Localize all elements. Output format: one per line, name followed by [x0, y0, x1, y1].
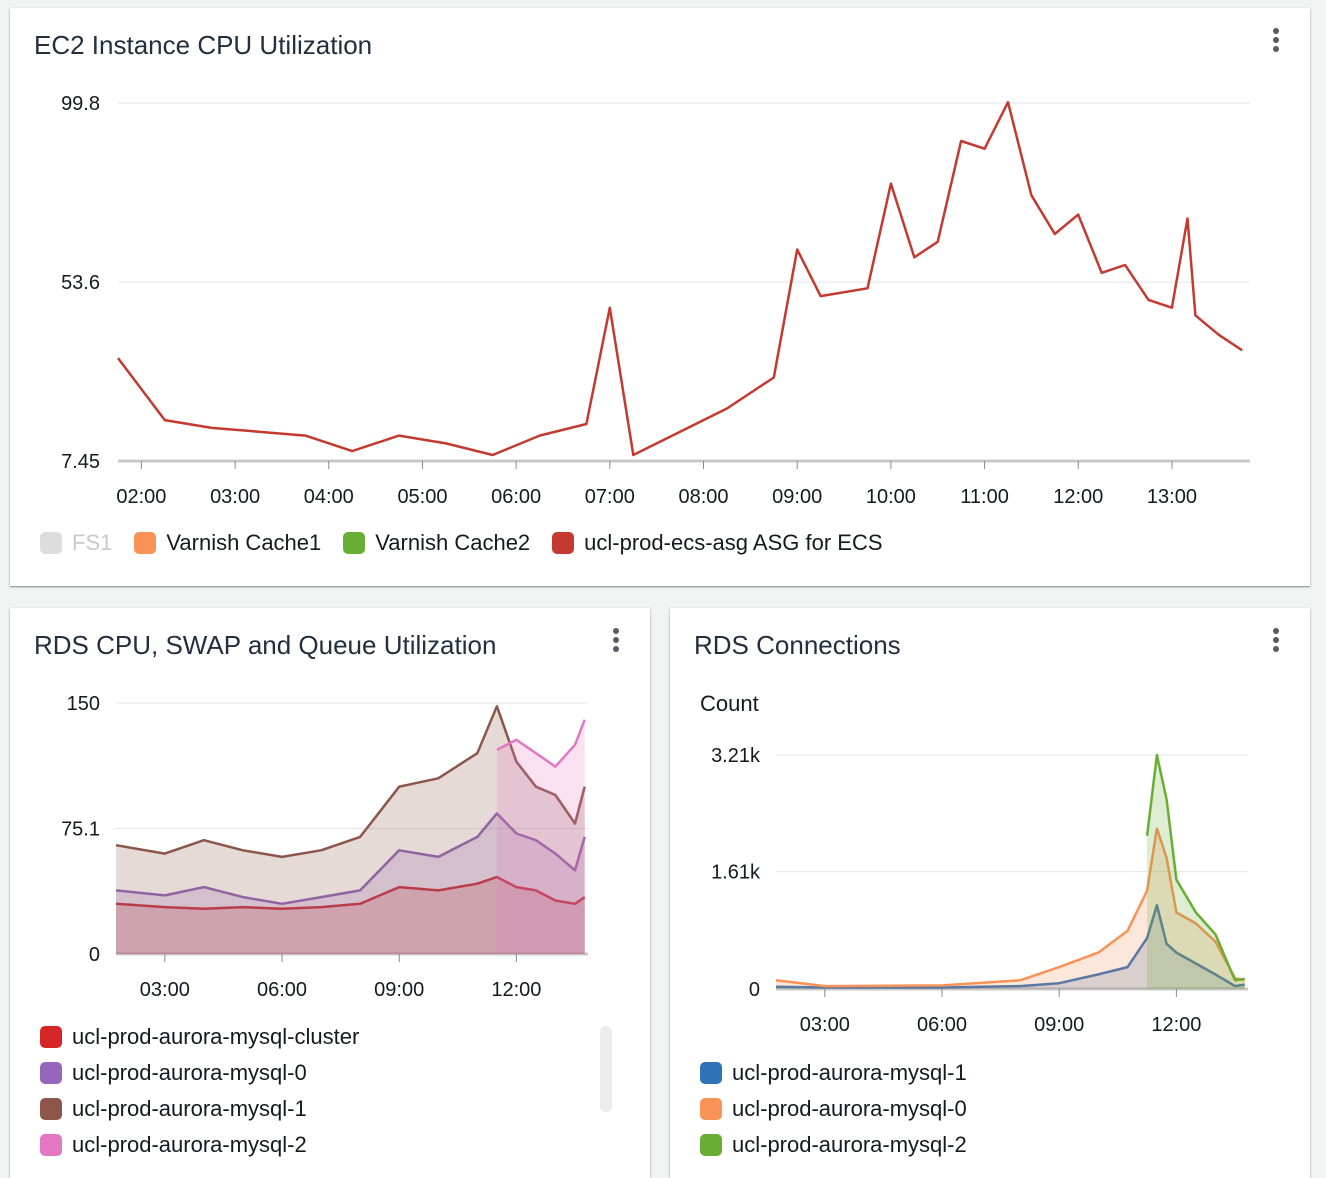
series-line [1145, 753, 1245, 982]
x-tick-label: 06:00 [491, 486, 541, 508]
x-tick-label: 12:00 [1053, 486, 1103, 508]
more-options-icon[interactable] [1272, 28, 1280, 54]
legend-swatch [40, 1098, 62, 1120]
chart-legend: FS1 Varnish Cache1 Varnish Cache2 ucl-prod-… [40, 530, 883, 556]
legend-swatch [552, 532, 575, 554]
series-area [1147, 755, 1245, 989]
x-tick-label: 08:00 [678, 486, 728, 508]
legend-swatch [134, 532, 157, 554]
series-area [116, 877, 585, 954]
x-tick-label: 07:00 [585, 486, 635, 508]
x-tick-label: 05:00 [397, 486, 447, 508]
legend-swatch [343, 532, 366, 554]
legend-label: ucl-prod-aurora-mysql-0 [732, 1096, 967, 1121]
x-tick-label: 04:00 [304, 486, 354, 508]
legend-label: ucl-prod-aurora-mysql-2 [732, 1132, 967, 1157]
x-tick-label: 09:00 [374, 979, 424, 1001]
x-tick-label: 12:00 [1151, 1014, 1201, 1036]
series-area [496, 719, 585, 954]
legend-item[interactable]: ucl-prod-ecs-asg ASG for ECS [552, 530, 883, 556]
x-tick-label: 03:00 [140, 979, 190, 1001]
legend-item[interactable]: ucl-prod-aurora-mysql-1 [40, 1096, 359, 1122]
series-line [775, 903, 1245, 989]
x-tick-label: 03:00 [210, 486, 260, 508]
series-line [496, 719, 586, 768]
legend-label: Varnish Cache1 [166, 530, 322, 555]
legend-item[interactable]: ucl-prod-aurora-mysql-cluster [40, 1024, 359, 1050]
x-tick-label: 11:00 [960, 486, 1009, 508]
legend-label: ucl-prod-aurora-mysql-1 [732, 1060, 967, 1085]
legend-item[interactable]: Varnish Cache2 [343, 530, 530, 556]
legend-swatch [40, 1062, 62, 1084]
x-tick-label: 06:00 [917, 1014, 967, 1036]
y-tick-label: 0 [749, 979, 760, 1001]
y-tick-label: 7.45 [61, 451, 100, 473]
more-options-icon[interactable] [612, 628, 620, 654]
series-area [116, 813, 585, 954]
x-tick-label: 12:00 [491, 979, 541, 1001]
legend-swatch [40, 1134, 62, 1156]
legend-swatch [40, 532, 62, 554]
series-line [115, 812, 586, 906]
legend-item[interactable]: ucl-prod-aurora-mysql-2 [700, 1132, 967, 1158]
legend-swatch [700, 1134, 722, 1156]
x-tick-label: 09:00 [1034, 1014, 1084, 1036]
rds-connections-chart: 0 1.61k 3.21k Count 03:00 06:00 09:00 12:00 [700, 691, 1248, 1036]
legend-label: ucl-prod-aurora-mysql-cluster [72, 1024, 360, 1049]
y-tick-label: 0 [89, 944, 100, 966]
series-line [775, 827, 1245, 988]
x-tick-label: 03:00 [800, 1014, 850, 1036]
legend-item[interactable]: ucl-prod-aurora-mysql-1 [700, 1060, 967, 1086]
y-tick-label: 150 [67, 693, 100, 715]
more-options-icon[interactable] [1272, 628, 1280, 654]
panel-title: EC2 Instance CPU Utilization [34, 30, 373, 60]
series-line [115, 705, 586, 859]
rds-cpu-chart: 0 75.1 150 03:00 06:00 09:00 12:00 [61, 693, 588, 1001]
y-tick-label: 53.6 [61, 272, 100, 294]
legend-swatch [700, 1098, 722, 1120]
legend-label: ucl-prod-ecs-asg ASG for ECS [584, 530, 883, 555]
legend-item[interactable]: ucl-prod-aurora-mysql-2 [40, 1132, 359, 1158]
rds-connections-panel: RDS Connections 0 1.61k 3.21k Count 03:00 06:… [670, 608, 1310, 1178]
y-tick-label: 3.21k [711, 745, 761, 767]
legend-scrollbar[interactable] [600, 1026, 612, 1112]
x-tick-label: 10:00 [866, 486, 916, 508]
legend-label: Varnish Cache2 [375, 530, 531, 555]
legend-swatch [700, 1062, 722, 1084]
series-area [116, 706, 585, 954]
legend-item[interactable]: FS1 [40, 530, 112, 556]
legend-item[interactable]: Varnish Cache1 [134, 530, 321, 556]
legend-label: ucl-prod-aurora-mysql-2 [72, 1132, 307, 1157]
y-tick-label: 99.8 [61, 93, 100, 115]
y-tick-label: 75.1 [61, 818, 100, 840]
x-tick-label: 02:00 [116, 486, 166, 508]
series-area [776, 828, 1245, 989]
series-line [117, 100, 1243, 457]
x-tick-label: 06:00 [257, 979, 307, 1001]
legend-label: ucl-prod-aurora-mysql-1 [72, 1096, 307, 1121]
x-tick-label: 09:00 [772, 486, 822, 508]
chart-legend: ucl-prod-aurora-mysql-cluster ucl-prod-au… [40, 1024, 359, 1168]
series-line [115, 875, 586, 911]
x-tick-label: 13:00 [1147, 486, 1197, 508]
legend-swatch [40, 1026, 62, 1048]
panel-title: RDS Connections [694, 630, 901, 660]
panel-title: RDS CPU, SWAP and Queue Utilization [34, 630, 497, 660]
ec2-cpu-panel: EC2 Instance CPU Utilization 7.45 53.6 99.… [10, 8, 1310, 586]
rds-cpu-panel: RDS CPU, SWAP and Queue Utilization 0 75.… [10, 608, 650, 1178]
legend-label: FS1 [72, 530, 113, 555]
legend-item[interactable]: ucl-prod-aurora-mysql-0 [700, 1096, 967, 1122]
legend-label: ucl-prod-aurora-mysql-0 [72, 1060, 307, 1085]
legend-item[interactable]: ucl-prod-aurora-mysql-0 [40, 1060, 359, 1086]
y-axis-label: Count [700, 691, 759, 716]
y-tick-label: 1.61k [711, 862, 761, 884]
ec2-cpu-chart: 7.45 53.6 99.8 02:00 03:00 04:00 05:00 06:00 07:… [61, 93, 1250, 508]
chart-legend: ucl-prod-aurora-mysql-1 ucl-prod-aurora-m… [700, 1060, 967, 1168]
